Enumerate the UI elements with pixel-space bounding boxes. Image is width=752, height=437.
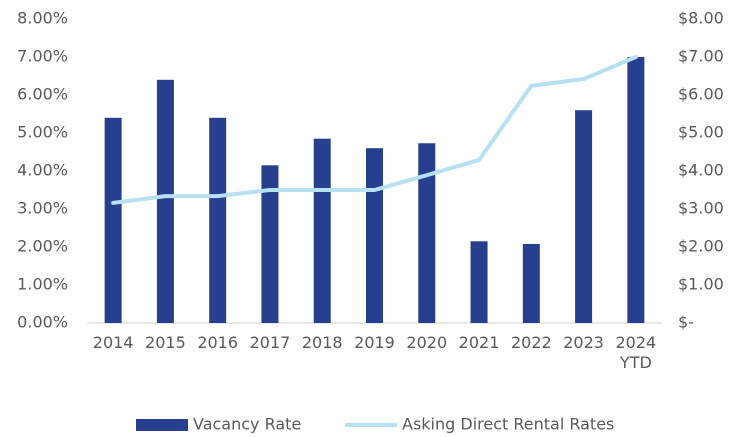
bar (522, 243, 540, 323)
x-tick-label: 2015 (145, 333, 186, 352)
bar (627, 57, 645, 323)
y2-tick-label: $5.00 (678, 123, 724, 142)
x-tick-label: 2023 (563, 333, 604, 352)
y2-tick-label: $4.00 (678, 161, 724, 180)
y-tick-label: 7.00% (17, 47, 68, 66)
x-tick-label: 2014 (92, 333, 134, 352)
y-tick-label: 5.00% (17, 123, 68, 142)
bar (366, 148, 383, 323)
y2-tick-label: $6.00 (678, 85, 724, 104)
x-tick-label: 2016 (197, 333, 239, 352)
y-tick-label: 1.00% (17, 275, 68, 294)
x-tick-label: 2017 (249, 333, 291, 352)
x-tick-label: 2021 (458, 333, 500, 352)
y2-tick-label: $3.00 (678, 199, 724, 218)
y2-tick-label: $2.00 (678, 237, 724, 256)
legend-swatch (136, 419, 188, 431)
legend-label: Vacancy Rate (193, 415, 301, 434)
line (111, 55, 638, 205)
y-tick-label: 4.00% (17, 161, 68, 180)
bar (156, 79, 174, 323)
y-tick-label: 2.00% (17, 237, 68, 256)
bar (418, 143, 436, 323)
x-tick-label: 2022 (510, 333, 552, 352)
bar (575, 110, 593, 323)
x-tick-label: 2019 (354, 333, 395, 352)
x-tick-label: 2018 (301, 333, 343, 352)
y-tick-label: 0.00% (17, 313, 68, 332)
x-tick-label: 2020 (406, 333, 448, 352)
bar (470, 241, 488, 323)
x-tick-label: 2024 YTD (615, 333, 657, 372)
bar (104, 117, 122, 323)
y2-tick-label: $1.00 (678, 275, 724, 294)
legend-label: Asking Direct Rental Rates (402, 415, 614, 434)
y2-tick-label: $- (678, 313, 694, 332)
y-tick-label: 3.00% (17, 199, 68, 218)
y2-tick-label: $8.00 (678, 9, 724, 28)
y2-tick-label: $7.00 (678, 47, 724, 66)
y-tick-label: 8.00% (17, 9, 68, 28)
y-tick-label: 6.00% (17, 85, 68, 104)
bar (209, 117, 227, 323)
bar (313, 138, 331, 323)
bar (261, 165, 279, 323)
